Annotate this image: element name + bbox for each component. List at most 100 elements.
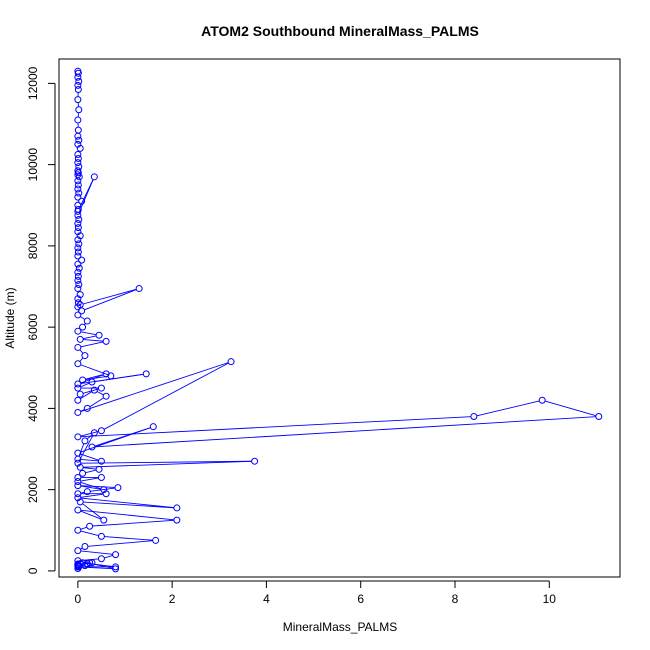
series-segment bbox=[104, 555, 113, 559]
series-segment bbox=[80, 491, 85, 494]
data-point bbox=[75, 136, 83, 144]
data-point bbox=[74, 526, 82, 534]
series-segment bbox=[82, 388, 99, 394]
data-point bbox=[74, 384, 82, 392]
data-point bbox=[79, 376, 87, 384]
data-point bbox=[83, 560, 91, 568]
data-point bbox=[173, 516, 181, 524]
data-point bbox=[74, 473, 82, 481]
data-point bbox=[74, 311, 82, 319]
data-point bbox=[142, 370, 150, 378]
data-point bbox=[95, 465, 103, 473]
series-segment bbox=[80, 550, 113, 555]
series-segment bbox=[80, 362, 229, 412]
data-point bbox=[75, 106, 83, 114]
plot-frame bbox=[58, 58, 621, 578]
series-segment bbox=[80, 509, 174, 521]
data-point bbox=[74, 236, 82, 244]
series-segment bbox=[80, 526, 87, 530]
data-point bbox=[595, 413, 603, 421]
data-point bbox=[74, 224, 82, 232]
data-point bbox=[74, 126, 82, 134]
data-point bbox=[83, 317, 91, 325]
data-point bbox=[97, 555, 105, 563]
data-point bbox=[74, 159, 82, 167]
data-point bbox=[74, 260, 82, 268]
data-point bbox=[74, 81, 82, 89]
series-segment bbox=[80, 316, 86, 320]
data-point bbox=[86, 522, 94, 530]
data-point bbox=[75, 215, 83, 223]
x-tick-label: 2 bbox=[169, 592, 176, 606]
series-segment bbox=[78, 179, 94, 213]
series-segment bbox=[90, 487, 116, 492]
series-segment bbox=[80, 453, 99, 461]
series-segment bbox=[87, 540, 153, 547]
data-point bbox=[74, 116, 82, 124]
data-point bbox=[81, 437, 89, 445]
data-point bbox=[102, 370, 110, 378]
series-segment bbox=[80, 497, 174, 509]
series-segment bbox=[83, 467, 97, 470]
data-point bbox=[114, 484, 122, 492]
series-segment bbox=[80, 382, 90, 388]
data-point bbox=[75, 240, 83, 248]
y-tick-label: 4000 bbox=[26, 395, 40, 422]
data-point bbox=[75, 280, 83, 288]
series-segment bbox=[85, 469, 97, 474]
data-point bbox=[102, 490, 110, 498]
data-point bbox=[97, 473, 105, 481]
data-point bbox=[74, 207, 82, 215]
data-point bbox=[74, 185, 82, 193]
data-point bbox=[74, 272, 82, 280]
data-point bbox=[95, 331, 103, 339]
series-segment bbox=[94, 416, 596, 448]
series-segment bbox=[104, 536, 153, 541]
x-tick-label: 0 bbox=[75, 592, 82, 606]
series-segment bbox=[83, 335, 97, 340]
data-point bbox=[74, 177, 82, 185]
data-point bbox=[74, 343, 82, 351]
series-segment bbox=[94, 373, 144, 382]
y-axis: 0 2000 4000 6000 8000 10000 12000 bbox=[26, 66, 56, 574]
data-point bbox=[74, 252, 82, 260]
data-point bbox=[74, 299, 82, 307]
data-point bbox=[74, 380, 82, 388]
data-point bbox=[74, 244, 82, 252]
y-tick-label: 12000 bbox=[26, 66, 40, 100]
y-axis-label: Altitude (m) bbox=[3, 287, 17, 348]
data-point bbox=[102, 392, 110, 400]
y-tick-label: 6000 bbox=[26, 313, 40, 340]
data-point bbox=[102, 337, 110, 345]
data-point bbox=[88, 559, 96, 567]
data-point bbox=[74, 85, 82, 93]
data-point bbox=[100, 516, 108, 524]
series-segment bbox=[103, 362, 229, 430]
data-point bbox=[75, 77, 83, 85]
data-point bbox=[74, 482, 82, 490]
data-point bbox=[79, 469, 87, 477]
x-tick-label: 4 bbox=[263, 592, 270, 606]
data-point bbox=[79, 323, 87, 331]
x-axis: 0 2 4 6 8 10 bbox=[75, 580, 556, 606]
data-point bbox=[173, 504, 181, 512]
data-point bbox=[74, 303, 82, 311]
data-point bbox=[227, 358, 235, 366]
data-point bbox=[75, 173, 83, 181]
data-point bbox=[74, 248, 82, 256]
data-point bbox=[74, 433, 82, 441]
data-point bbox=[75, 163, 83, 171]
data-point bbox=[74, 408, 82, 416]
data-point bbox=[74, 455, 82, 463]
series-segment bbox=[80, 477, 99, 482]
data-point bbox=[75, 189, 83, 197]
chart-title: ATOM2 Southbound MineralMass_PALMS bbox=[201, 23, 479, 39]
series-segment bbox=[78, 435, 94, 461]
data-point bbox=[90, 386, 98, 394]
data-point bbox=[74, 268, 82, 276]
data-point bbox=[78, 256, 86, 264]
data-point bbox=[251, 457, 259, 465]
data-point bbox=[74, 96, 82, 104]
data-point bbox=[74, 276, 82, 284]
x-axis-label: MineralMass_PALMS bbox=[283, 620, 397, 634]
